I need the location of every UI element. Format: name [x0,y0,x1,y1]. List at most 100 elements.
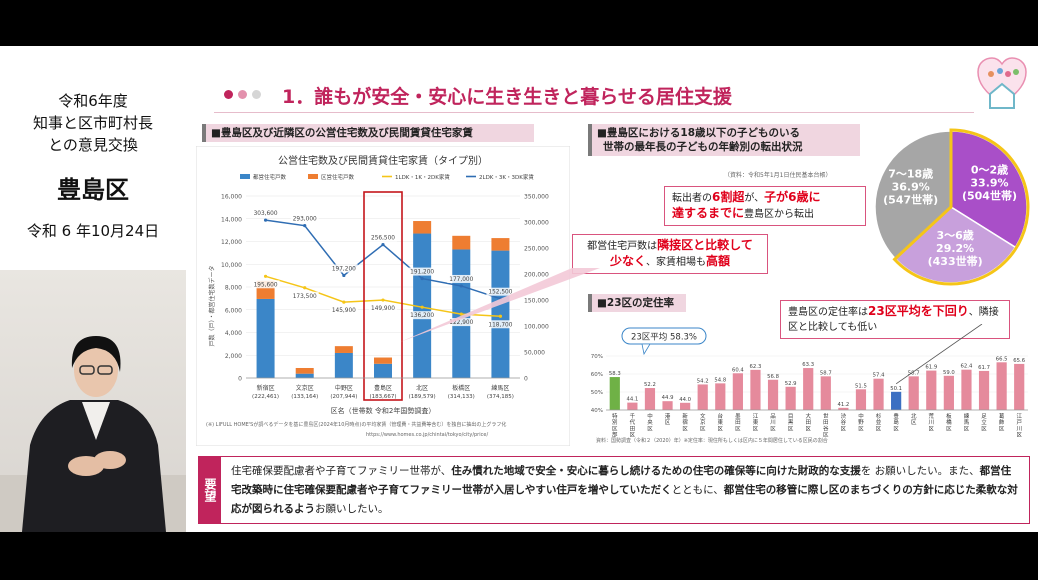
pie-label: 29.2% [936,242,974,255]
chart3-x-tick: 田 [735,419,741,426]
chart1-data-label: 303,600 [254,211,278,217]
chart1-x-tick: 北区 [416,384,428,392]
title-dot-3 [252,90,261,99]
event-line-2: 知事と区市町村長 [32,114,153,132]
chart1-data-label-bg [369,304,397,313]
chart1-y2-tick: 350,000 [524,194,549,201]
chart1-legend-label: 都営住宅戸数 [253,173,287,181]
interpreter-figure-icon [0,336,186,532]
settlement-rate-chart: 40% 50% 60% 70% 58.3 44.1 52.2 44.9 44.0 54.2 54.… [591,324,1028,444]
chart3-data-label: 54.2 [697,378,709,384]
chart3-bar [715,383,726,410]
chart3-data-label: 62.4 [961,364,973,370]
chart1-x-tick: 新宿区 [257,384,275,392]
chart1-y2-tick: 200,000 [524,272,549,279]
chart3-x-tick: 田 [805,419,811,426]
chart1-household-label: (207,944) [330,394,357,400]
pie-slices [874,128,1030,286]
chart3-x-tick: 世 [823,412,829,420]
chart1-highlight-box [363,191,403,401]
chart3-x-tick: 特 [612,412,618,420]
pie-label: (433世帯) [928,254,983,268]
chart1-x-tick: 練馬区 [491,384,509,392]
interpreter-video [0,270,186,532]
chart1-y2-tick: 50,000 [524,350,545,357]
chart3-data-label: 44.1 [626,397,638,403]
chart3-data-label: 63.3 [802,362,814,368]
chart1-line-point [420,276,424,281]
section-moveout-line-2: 世帯の最年長の子どもの年齢別の転出状況 [603,141,803,153]
chart1-y2-tick: 100,000 [524,324,549,331]
chart3-x-tick: 飾 [999,418,1005,426]
chart3-data-label: 62.3 [750,364,762,370]
chart1-household-label: (133,164) [291,394,318,400]
chart3-x-tick: 谷 [823,424,829,432]
chart3-x-tick: 大 [805,412,811,420]
chart3-x-tick: 港 [665,412,671,420]
chart3-x-tick: 区 [946,425,952,432]
chart1-data-label: 118,700 [488,322,512,328]
chart3-x-tick: 東 [753,418,759,426]
chart3-data-label: 59.0 [943,370,955,376]
chart1-data-label: 197,200 [332,266,356,272]
chart1-household-label: (183,667) [369,394,396,400]
chart1-bar [491,238,510,251]
chart1-bar [452,235,471,250]
chart1-data-label: 149,900 [371,306,395,312]
chart3-data-label: 57.4 [873,373,885,379]
chart3-x-tick: 区 [612,425,618,432]
chart1-line-point [381,298,385,302]
chart1-y2-tick: 300,000 [524,220,549,227]
chart3-x-tick: 田 [823,419,829,426]
callout-public-bold-2: 少なく [609,254,646,268]
chart1-legend-label: 1LDK・1K・2DK家賃 [395,173,450,181]
chart1-y-tick: 10,000 [221,262,242,269]
chart3-x-tick: 足 [981,413,987,420]
chart1-bar [334,352,353,378]
chart1-data-label: 177,000 [449,277,473,283]
chart3-x-tick: 区 [647,425,653,432]
chart3-x-tick: 区 [858,425,864,432]
pie-label: 36.9% [892,180,930,193]
callout-public-bold-1: 隣接区と比較して [657,238,753,252]
chart3-bar [820,376,831,410]
chart3-bar [926,370,937,410]
chart3-bar [978,370,990,410]
callout-public-bold-3: 高額 [706,254,731,268]
callout-out-text-3: 豊島区から転出 [744,209,815,220]
chart1-lines: 195,600 173,500 145,900 149,900 136,200 122,9… [251,209,515,329]
chart3-data-label: 61.7 [978,365,990,371]
event-line-3: との意見交換 [48,136,138,154]
chart1-x-tick: 豊島区 [374,384,392,392]
chart1-y2-tick: 150,000 [524,298,549,305]
chart1-line-point [303,286,307,290]
request-text-2: を [860,465,872,477]
callout-out-bold-1: 6割超 [712,190,745,204]
chart1-x-tick: 中野区 [335,384,353,392]
chart3-bar [855,389,867,410]
chart1-data-label-bg [251,209,280,218]
chart3-bar [767,379,779,410]
chart3-x-tick: 黒 [788,419,794,426]
chart3-x-tick: 文 [700,412,706,420]
chart3-callout-pointer [895,324,983,385]
chart3-x-tick: 区 [630,432,636,439]
chart3-x-tick: 江 [753,413,759,420]
chart1-data-label-bg [408,267,437,276]
chart1-data-label: 136,200 [410,313,434,319]
request-bold-1: 住み慣れた地域で安全・安心に暮らし続けるための住宅の確保等に向けた財政的な支援 [451,465,861,477]
chart3-bar [785,386,796,410]
chart3-data-label: 56.8 [767,374,779,380]
chart3-data-label: 54.8 [714,377,726,383]
section-public-housing-header: ■豊島区及び近隣区の公営住宅数及び民間賃貸住宅家賃 [202,124,534,142]
chart3-data-label: 52.2 [644,382,656,388]
slide-title: 1．誰もが安全・安心に生き生きと暮らせる居住支援 [282,86,732,108]
chart3-x-tick: 荒 [929,412,935,420]
section-settlement-rate-header: ■23区の定住率 [588,294,686,312]
chart1-data-label-bg [486,287,515,296]
section-moveout-header: ■豊島区における18歳以下の子どものいる 世帯の最年長の子どもの年齢別の転出状況 [588,124,860,156]
chart3-x-tick: 並 [876,418,882,426]
pie-label: 7～18歳 [888,166,933,180]
chart1-y-tick: 6,000 [225,307,242,314]
chart3-x-tick: 島 [893,418,899,426]
